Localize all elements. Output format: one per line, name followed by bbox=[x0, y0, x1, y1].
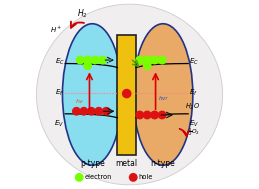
Circle shape bbox=[136, 56, 143, 64]
Text: p-type: p-type bbox=[80, 159, 105, 168]
Circle shape bbox=[143, 111, 151, 119]
Ellipse shape bbox=[36, 4, 223, 185]
Bar bbox=[117, 35, 136, 155]
Circle shape bbox=[103, 108, 110, 115]
Text: $E_V$: $E_V$ bbox=[189, 119, 199, 129]
Text: $h\nu_T$: $h\nu_T$ bbox=[158, 94, 170, 103]
Text: $E_C$: $E_C$ bbox=[189, 56, 199, 67]
Circle shape bbox=[91, 56, 99, 64]
Circle shape bbox=[143, 62, 151, 69]
Circle shape bbox=[151, 111, 158, 119]
Circle shape bbox=[143, 56, 151, 64]
Text: n-type: n-type bbox=[151, 159, 175, 168]
Ellipse shape bbox=[133, 24, 193, 165]
Text: $H^+$: $H^+$ bbox=[50, 25, 62, 35]
Text: metal: metal bbox=[116, 159, 138, 168]
Circle shape bbox=[99, 56, 106, 64]
Circle shape bbox=[130, 174, 137, 181]
Text: $\frac{1}{2}O_2$: $\frac{1}{2}O_2$ bbox=[188, 126, 200, 138]
Text: $E_C$: $E_C$ bbox=[54, 56, 64, 67]
Text: $E_F$: $E_F$ bbox=[55, 88, 64, 98]
Circle shape bbox=[95, 108, 103, 115]
Text: $E_f$: $E_f$ bbox=[189, 88, 198, 98]
Circle shape bbox=[136, 111, 143, 119]
Circle shape bbox=[123, 89, 131, 98]
Circle shape bbox=[158, 56, 166, 64]
Circle shape bbox=[151, 56, 158, 64]
Circle shape bbox=[88, 108, 95, 115]
Circle shape bbox=[73, 108, 80, 115]
Circle shape bbox=[75, 174, 83, 181]
Circle shape bbox=[80, 108, 88, 115]
Ellipse shape bbox=[62, 24, 122, 165]
Text: $H_2O$: $H_2O$ bbox=[185, 101, 200, 112]
Circle shape bbox=[84, 62, 91, 69]
Circle shape bbox=[84, 56, 91, 64]
Text: $h\nu$: $h\nu$ bbox=[75, 97, 85, 105]
Text: $E_V$: $E_V$ bbox=[54, 119, 64, 129]
Text: electron: electron bbox=[85, 174, 112, 180]
Circle shape bbox=[158, 111, 166, 119]
Circle shape bbox=[76, 56, 84, 64]
Text: hole: hole bbox=[139, 174, 153, 180]
Text: $H_2$: $H_2$ bbox=[77, 7, 87, 20]
